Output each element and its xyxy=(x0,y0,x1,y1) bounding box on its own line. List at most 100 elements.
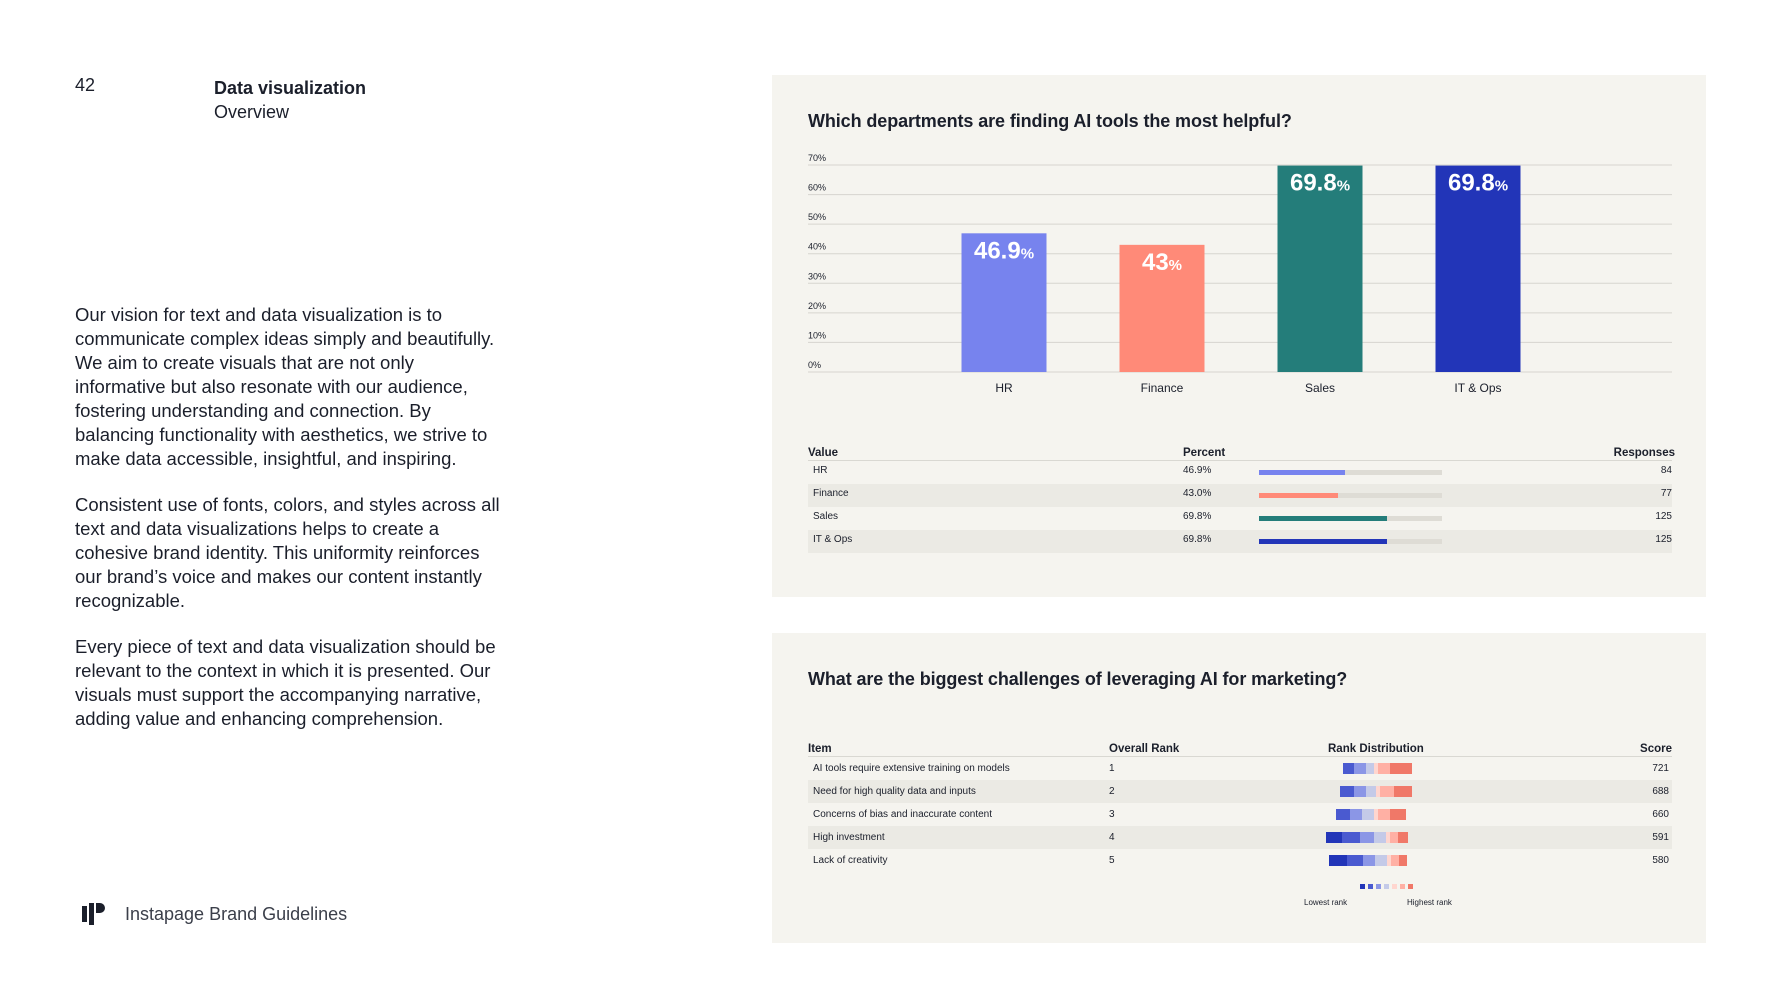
rank-segment xyxy=(1378,763,1390,774)
row-item: Need for high quality data and inputs xyxy=(813,786,976,797)
section-title: Data visualization xyxy=(214,78,367,98)
bar-value-label: 69.8% xyxy=(1290,170,1350,197)
percent-bar-track xyxy=(1259,516,1442,521)
page-number: 42 xyxy=(75,75,96,95)
rank-segment xyxy=(1374,763,1378,774)
rank-segment xyxy=(1378,809,1390,820)
rank-segment xyxy=(1375,855,1387,866)
legend-lowest: Lowest rank xyxy=(1304,898,1348,907)
rank-segment xyxy=(1387,855,1391,866)
footer-text: Instapage Brand Guidelines xyxy=(125,903,348,924)
rank-segment xyxy=(1329,855,1347,866)
rank-segment xyxy=(1363,855,1375,866)
rank-legend: Lowest rank Highest rank xyxy=(1304,884,1504,914)
rank-segment xyxy=(1386,832,1390,843)
percent-bar-track xyxy=(1259,470,1442,475)
table-row: High investment 4 591 xyxy=(808,826,1672,849)
rank-segment xyxy=(1390,832,1398,843)
row-percent: 69.8% xyxy=(1183,511,1212,522)
table-row: Finance 43.0% 77 xyxy=(808,484,1672,507)
percent-bar-track xyxy=(1259,539,1442,544)
row-item: High investment xyxy=(813,832,885,843)
rank-segment xyxy=(1390,809,1406,820)
row-rank: 4 xyxy=(1109,832,1115,843)
bar xyxy=(961,233,1047,372)
y-tick-label: 50% xyxy=(808,212,826,222)
rank-segment xyxy=(1376,786,1380,797)
bar xyxy=(1119,244,1205,372)
row-rank: 5 xyxy=(1109,855,1115,866)
table-row: Concerns of bias and inaccurate content 3… xyxy=(808,803,1672,826)
header-score: Score xyxy=(1640,743,1672,755)
y-tick-label: 40% xyxy=(808,242,826,252)
table-row: Lack of creativity 5 580 xyxy=(808,849,1672,872)
header-percent: Percent xyxy=(1183,447,1226,459)
row-item: AI tools require extensive training on m… xyxy=(813,763,1010,774)
rank-segment xyxy=(1390,763,1412,774)
bar-value-label: 69.8% xyxy=(1448,170,1508,197)
table-row: AI tools require extensive training on m… xyxy=(808,757,1672,780)
legend-highest: Highest rank xyxy=(1407,898,1452,907)
y-tick-label: 70% xyxy=(808,153,826,163)
rank-segment xyxy=(1340,786,1354,797)
legend-swatch xyxy=(1408,884,1413,889)
rank-distribution-bar xyxy=(1340,786,1412,797)
body-paragraph: Consistent use of fonts, colors, and sty… xyxy=(75,494,500,611)
rank-segment xyxy=(1366,763,1374,774)
percent-bar-fill xyxy=(1259,516,1387,521)
row-rank: 2 xyxy=(1109,786,1115,797)
rank-segment xyxy=(1350,809,1362,820)
table-header: Item Overall Rank Rank Distribution Scor… xyxy=(808,739,1672,757)
challenges-card: What are the biggest challenges of lever… xyxy=(772,633,1706,943)
y-tick-label: 10% xyxy=(808,330,826,340)
rank-segment xyxy=(1366,786,1376,797)
row-responses: 125 xyxy=(1655,534,1672,545)
rank-distribution-bar xyxy=(1343,763,1412,774)
legend-swatch xyxy=(1360,884,1365,889)
body-paragraph: Our vision for text and data visualizati… xyxy=(75,304,495,469)
rank-segment xyxy=(1391,855,1399,866)
instapage-logo-icon xyxy=(82,903,105,925)
departments-card: Which departments are finding AI tools t… xyxy=(772,75,1706,597)
row-responses: 125 xyxy=(1655,511,1672,522)
rank-segment xyxy=(1347,855,1363,866)
row-item: Concerns of bias and inaccurate content xyxy=(813,809,992,820)
row-score: 591 xyxy=(1652,832,1669,843)
row-responses: 84 xyxy=(1660,465,1672,476)
rank-segment xyxy=(1343,763,1354,774)
header-item: Item xyxy=(808,743,832,755)
rank-segment xyxy=(1342,832,1360,843)
row-rank: 1 xyxy=(1109,763,1115,774)
row-percent: 46.9% xyxy=(1183,465,1212,476)
bar xyxy=(1277,165,1363,372)
body-paragraph: Every piece of text and data visualizati… xyxy=(75,636,496,729)
y-tick-label: 20% xyxy=(808,301,826,311)
category-label: Sales xyxy=(1305,381,1335,395)
row-item: Lack of creativity xyxy=(813,855,888,866)
rank-segment xyxy=(1398,832,1408,843)
header-rank: Overall Rank xyxy=(1109,743,1180,755)
rank-segment xyxy=(1394,786,1412,797)
y-tick-label: 30% xyxy=(808,271,826,281)
bar xyxy=(1435,165,1521,372)
row-percent: 43.0% xyxy=(1183,488,1212,499)
rank-segment xyxy=(1354,763,1366,774)
row-responses: 77 xyxy=(1660,488,1672,499)
rank-distribution-bar xyxy=(1336,809,1406,820)
category-label: IT & Ops xyxy=(1454,381,1501,395)
percent-bar-fill xyxy=(1259,493,1338,498)
row-percent: 69.8% xyxy=(1183,534,1212,545)
row-value: Sales xyxy=(813,511,839,522)
legend-swatch xyxy=(1376,884,1381,889)
bar-chart: 0% 10% 20% 30% 40% 50% 60% 70% 46.9% HR 43% Finance… xyxy=(808,153,1672,395)
y-tick-label: 0% xyxy=(808,360,821,370)
header-responses: Responses xyxy=(1613,447,1675,459)
legend-swatch xyxy=(1400,884,1405,889)
rank-segment xyxy=(1374,832,1386,843)
rank-segment xyxy=(1360,832,1374,843)
rank-segment xyxy=(1374,809,1378,820)
section-subtitle: Overview xyxy=(214,102,290,122)
bar-value-label: 43% xyxy=(1142,249,1182,276)
percent-bar-track xyxy=(1259,493,1442,498)
category-label: HR xyxy=(995,381,1013,395)
